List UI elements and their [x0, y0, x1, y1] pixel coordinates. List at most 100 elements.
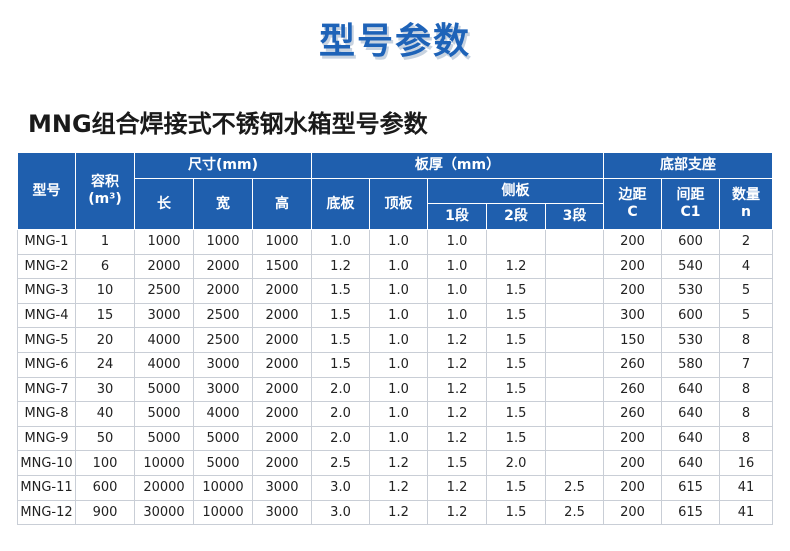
data-cell	[545, 376, 605, 403]
data-cell: 1.0	[369, 302, 429, 329]
header-cell: 板厚（mm）	[311, 152, 605, 179]
data-cell: 600	[661, 229, 721, 255]
data-cell: 600	[75, 474, 135, 501]
header-cell: 容积 (m³)	[75, 152, 135, 230]
data-cell: 4000	[134, 351, 194, 378]
table-head: 型号 容积 (m³) 尺寸(mm) 板厚（mm） 底部支座 长 宽 高 底板 顶板…	[17, 152, 774, 230]
table-body: MNG-1 1 1000 1000 1000 1.0 1.0 1.0 200 600 2 MNG-2 6…	[17, 229, 774, 526]
data-row: MNG-12 900 30000 10000 3000 3.0 1.2 1.2 1.5 2.5 20…	[17, 499, 774, 526]
data-cell: 7	[719, 351, 774, 378]
data-cell: 5	[719, 302, 774, 329]
data-cell: 1.5	[486, 376, 547, 403]
data-cell	[545, 229, 605, 255]
page-title: 型号参数	[318, 21, 471, 62]
data-cell: 2000	[251, 450, 313, 476]
data-cell: 2000	[134, 253, 194, 280]
data-cell: 4000	[193, 401, 253, 427]
data-cell: MNG-7	[17, 376, 76, 403]
data-cell: 1.5	[486, 327, 547, 353]
data-cell: 2.0	[311, 376, 371, 403]
data-cell: 1.2	[427, 351, 488, 378]
data-cell: 1.2	[369, 450, 429, 476]
data-cell: 100	[75, 450, 135, 476]
data-cell: MNG-3	[17, 278, 76, 304]
header-cell: 间距 C1	[661, 178, 721, 230]
data-cell: 150	[603, 327, 663, 353]
data-cell: 900	[75, 499, 135, 526]
header-cell: 3段	[545, 203, 605, 230]
data-cell: 530	[661, 327, 721, 353]
data-cell: 1.2	[427, 401, 488, 427]
data-cell: 1000	[251, 229, 313, 255]
data-cell: 200	[603, 278, 663, 304]
data-cell: 5000	[193, 450, 253, 476]
data-cell: 540	[661, 253, 721, 280]
data-cell: 8	[719, 401, 774, 427]
data-cell: 3000	[193, 351, 253, 378]
header-text: 间距	[676, 187, 705, 203]
data-cell: 1.0	[369, 327, 429, 353]
data-cell: 615	[661, 474, 721, 501]
data-cell: 5000	[134, 376, 194, 403]
data-cell	[486, 229, 547, 255]
data-cell: 640	[661, 450, 721, 476]
data-cell: 1.5	[311, 302, 371, 329]
data-cell: 1000	[134, 229, 194, 255]
data-cell: 1.2	[486, 253, 547, 280]
data-cell: 10000	[134, 450, 194, 476]
data-cell: 3000	[193, 376, 253, 403]
data-cell: MNG-6	[17, 351, 76, 378]
data-cell: 1.2	[427, 425, 488, 452]
header-cell: 长	[134, 178, 194, 230]
data-cell: 200	[603, 229, 663, 255]
data-cell: 640	[661, 425, 721, 452]
data-cell: 200	[603, 499, 663, 526]
header-text: 边距	[618, 187, 647, 203]
data-cell: 10000	[193, 474, 253, 501]
data-cell: 1.0	[369, 229, 429, 255]
data-cell: 640	[661, 376, 721, 403]
data-cell: 200	[603, 450, 663, 476]
header-text: (m³)	[88, 191, 122, 207]
data-row: MNG-4 15 3000 2500 2000 1.5 1.0 1.0 1.5 300 600 5	[17, 302, 774, 329]
data-cell: 1.2	[369, 474, 429, 501]
data-cell: MNG-1	[17, 229, 76, 255]
data-cell: 600	[661, 302, 721, 329]
data-cell: 260	[603, 401, 663, 427]
header-row: 型号 容积 (m³) 尺寸(mm) 板厚（mm） 底部支座	[17, 152, 774, 230]
data-cell: 41	[719, 474, 774, 501]
data-cell: 1	[75, 229, 135, 255]
data-row: MNG-8 40 5000 4000 2000 2.0 1.0 1.2 1.5 260 640 8	[17, 401, 774, 427]
data-cell: 1.0	[369, 351, 429, 378]
data-row: MNG-11 600 20000 10000 3000 3.0 1.2 1.2 1.5 2.5 20…	[17, 474, 774, 501]
data-cell: MNG-2	[17, 253, 76, 280]
data-cell: 2000	[251, 327, 313, 353]
data-cell: 4	[719, 253, 774, 280]
data-cell: 5	[719, 278, 774, 304]
header-cell: 1段	[427, 203, 488, 230]
data-cell: 300	[603, 302, 663, 329]
data-cell: 10	[75, 278, 135, 304]
data-cell: 615	[661, 499, 721, 526]
header-cell: 边距 C	[603, 178, 663, 230]
data-cell: 1.0	[369, 401, 429, 427]
header-cell: 顶板	[369, 178, 429, 230]
data-cell: 2000	[251, 425, 313, 452]
data-cell: 2500	[193, 327, 253, 353]
data-cell: 2.0	[311, 425, 371, 452]
data-cell: 41	[719, 499, 774, 526]
data-cell: 8	[719, 376, 774, 403]
data-cell: 8	[719, 425, 774, 452]
header-cell: 底部支座	[603, 152, 774, 179]
header-text: 数量	[732, 187, 761, 203]
header-cell: 侧板	[427, 178, 605, 204]
data-cell: MNG-12	[17, 499, 76, 526]
data-cell: 2.5	[545, 474, 605, 501]
data-cell: 640	[661, 401, 721, 427]
data-cell: MNG-4	[17, 302, 76, 329]
data-cell: MNG-8	[17, 401, 76, 427]
data-cell: 1.5	[311, 278, 371, 304]
data-cell: 2000	[251, 302, 313, 329]
data-cell: 2000	[193, 278, 253, 304]
